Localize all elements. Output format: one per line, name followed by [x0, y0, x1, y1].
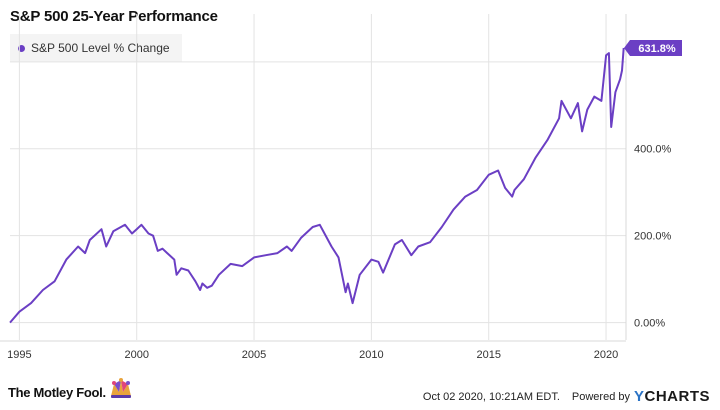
- series-line: [9, 47, 625, 324]
- x-tick-label: 2000: [124, 349, 148, 361]
- legend-marker: [18, 44, 25, 52]
- ycharts-rest: CHARTS: [644, 388, 710, 405]
- x-tick-label: 1995: [7, 349, 31, 361]
- chart-title: S&P 500 25-Year Performance: [10, 8, 218, 25]
- end-value-label: 631.8%: [638, 43, 676, 55]
- ycharts-y-letter: Y: [633, 388, 645, 405]
- y-tick-label: 400.0%: [634, 144, 672, 156]
- x-tick-label: 2010: [359, 349, 383, 361]
- timestamp: Oct 02 2020, 10:21AM EDT.: [422, 390, 560, 403]
- powered-by-text: Powered by: [571, 390, 630, 403]
- x-tick-label: 2020: [594, 349, 618, 361]
- y-tick-label: 0.00%: [634, 318, 665, 330]
- legend: S&P 500 Level % Change: [10, 34, 182, 62]
- x-tick-label: 2005: [242, 349, 266, 361]
- footer-attribution: Oct 02 2020, 10:21AM EDT. Powered by YCH…: [423, 388, 710, 405]
- x-tick-label: 2015: [476, 349, 500, 361]
- jester-hat-icon: [110, 378, 131, 398]
- end-value-badge: [624, 39, 682, 56]
- legend-label: S&P 500 Level % Change: [31, 41, 170, 55]
- y-tick-label: 200.0%: [634, 231, 672, 243]
- ycharts-logo[interactable]: YCHARTS: [634, 388, 710, 405]
- motley-fool-logo: The Motley Fool.: [8, 378, 134, 400]
- logo-text: The Motley Fool.: [8, 384, 106, 400]
